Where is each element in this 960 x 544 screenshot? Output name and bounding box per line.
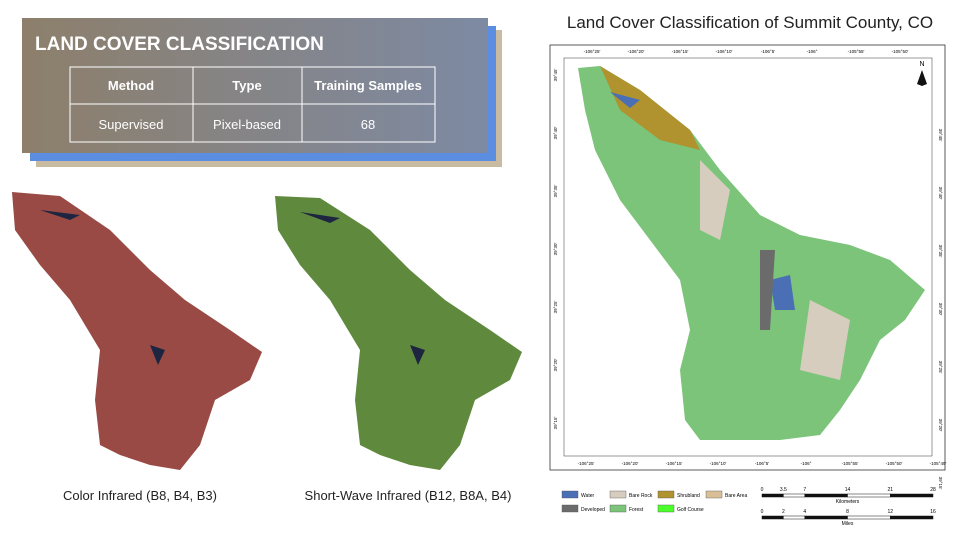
- coord-label: -106°10': [716, 49, 733, 54]
- legend-swatch: [609, 504, 627, 513]
- coord-label: -105°55': [848, 49, 865, 54]
- image-caption: Short-Wave Infrared (B12, B8A, B4): [305, 488, 512, 503]
- coord-label: -106°25': [578, 461, 595, 466]
- table-header: Training Samples: [314, 78, 422, 93]
- legend-label: Forest: [629, 507, 644, 513]
- scale-label: 0: [761, 509, 764, 515]
- scale-label: 16: [930, 509, 936, 515]
- coord-label: -106°5': [755, 461, 769, 466]
- legend-label: Bare Area: [725, 493, 747, 499]
- coord-label: -106°15': [666, 461, 683, 466]
- coord-label: 39°20': [938, 419, 943, 432]
- scale-title: Kilometers: [836, 499, 860, 505]
- map-neatline: [563, 57, 933, 457]
- legend-label: Golf Course: [677, 507, 704, 513]
- legend-swatch: [657, 504, 675, 513]
- scale-segment: [847, 493, 891, 498]
- scale-segment: [890, 493, 934, 498]
- swir-image: [275, 196, 522, 470]
- scale-segment: [890, 515, 934, 520]
- scale-label: 8: [846, 509, 849, 515]
- coord-label: 39°40': [553, 127, 558, 140]
- cir-image: [12, 192, 262, 470]
- legend-swatch: [609, 490, 627, 499]
- coord-label: -105°50': [886, 461, 903, 466]
- scale-segment: [804, 493, 848, 498]
- table-header: Method: [108, 78, 154, 93]
- coord-label: -106°: [801, 461, 812, 466]
- coord-label: 39°25': [938, 361, 943, 374]
- legend-swatch: [705, 490, 723, 499]
- table-grid: [69, 66, 436, 143]
- legend-label: Shrubland: [677, 493, 700, 499]
- panel: [22, 18, 488, 153]
- coord-label: 39°35': [938, 245, 943, 258]
- coord-label: -105°50': [892, 49, 909, 54]
- scale-segment: [847, 515, 891, 520]
- legend-swatch: [561, 490, 579, 499]
- coord-label: 39°45': [553, 69, 558, 82]
- coord-label: 39°20': [553, 359, 558, 372]
- scale-title: Miles: [842, 521, 854, 527]
- coord-label: 39°35': [553, 185, 558, 198]
- legend-swatch: [657, 490, 675, 499]
- legend-swatch: [561, 504, 579, 513]
- map-title: Land Cover Classification of Summit Coun…: [567, 13, 933, 32]
- coord-label: -106°: [807, 49, 818, 54]
- coord-label: -106°10': [710, 461, 727, 466]
- coord-label: 39°45': [938, 129, 943, 142]
- scale-segment: [783, 515, 805, 520]
- legend-label: Bare Rock: [629, 493, 653, 499]
- coord-label: -105°55': [842, 461, 859, 466]
- coord-label: 39°40': [938, 187, 943, 200]
- coord-label: -106°20': [628, 49, 645, 54]
- scale-label: 12: [887, 509, 893, 515]
- coord-label: 39°30': [938, 303, 943, 316]
- coord-label: -106°15': [672, 49, 689, 54]
- coord-label: -106°20': [622, 461, 639, 466]
- scale-label: 21: [887, 487, 893, 493]
- coord-label: 39°15': [938, 477, 943, 490]
- scale-label: 4: [803, 509, 806, 515]
- north-arrow: [917, 70, 927, 86]
- coord-label: 39°25': [553, 301, 558, 314]
- scale-label: 2: [782, 509, 785, 515]
- table-cell: 68: [361, 117, 375, 132]
- table-cell: Supervised: [98, 117, 163, 132]
- scale-label: 3.5: [780, 487, 787, 493]
- legend-label: Developed: [581, 507, 605, 513]
- coord-label: 39°30': [553, 243, 558, 256]
- scale-segment: [761, 515, 784, 520]
- panel-title: LAND COVER CLASSIFICATION: [35, 34, 324, 55]
- scale-segment: [761, 493, 784, 498]
- north-label: N: [919, 61, 924, 68]
- scale-label: 14: [845, 487, 851, 493]
- coord-label: -105°49': [930, 461, 947, 466]
- table-cell: Pixel-based: [213, 117, 281, 132]
- image-caption: Color Infrared (B8, B4, B3): [63, 488, 217, 503]
- legend-label: Water: [581, 493, 594, 499]
- scale-segment: [804, 515, 848, 520]
- coord-label: 39°15': [553, 417, 558, 430]
- table-header: Type: [232, 78, 261, 93]
- coord-label: -106°25': [584, 49, 601, 54]
- coord-label: -106°5': [761, 49, 775, 54]
- scale-label: 7: [803, 487, 806, 493]
- scale-label: 28: [930, 487, 936, 493]
- classified-map: [578, 66, 925, 440]
- scale-segment: [783, 493, 805, 498]
- scale-label: 0: [761, 487, 764, 493]
